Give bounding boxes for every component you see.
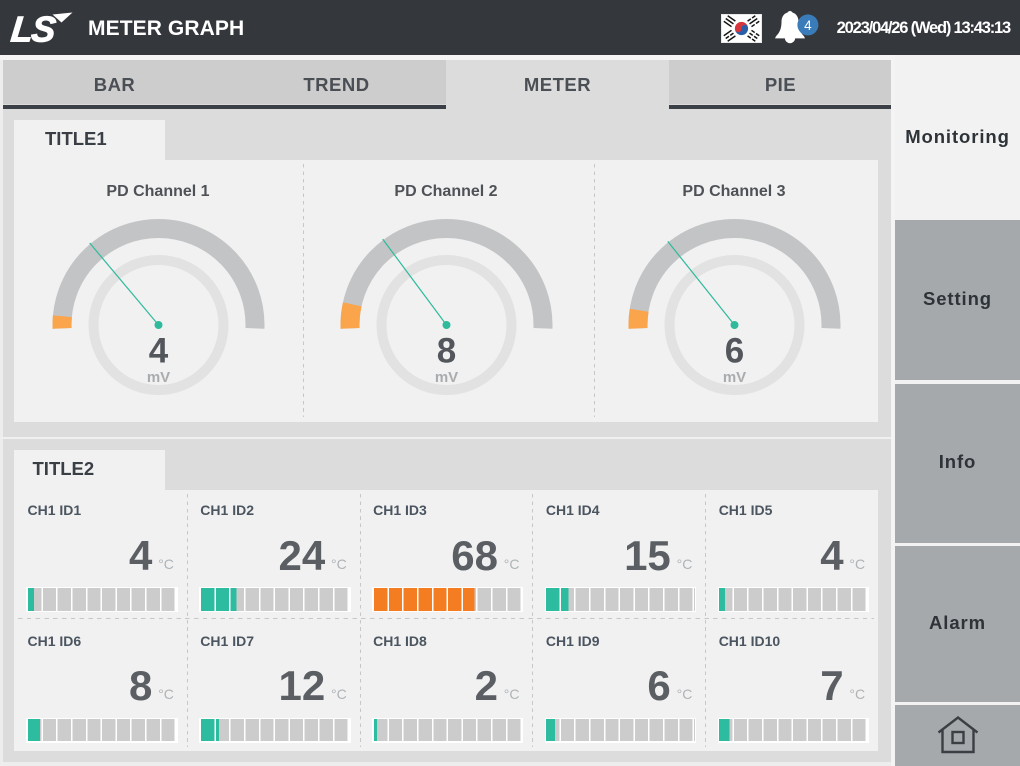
- svg-text:6: 6: [724, 332, 743, 371]
- svg-text:8: 8: [436, 332, 455, 371]
- svg-text:mV: mV: [146, 369, 169, 386]
- svg-text:mV: mV: [434, 369, 457, 386]
- svg-text:4: 4: [148, 332, 168, 371]
- svg-text:mV: mV: [722, 369, 745, 386]
- svg-text:LS: LS: [9, 9, 58, 48]
- svg-text:4: 4: [804, 18, 812, 33]
